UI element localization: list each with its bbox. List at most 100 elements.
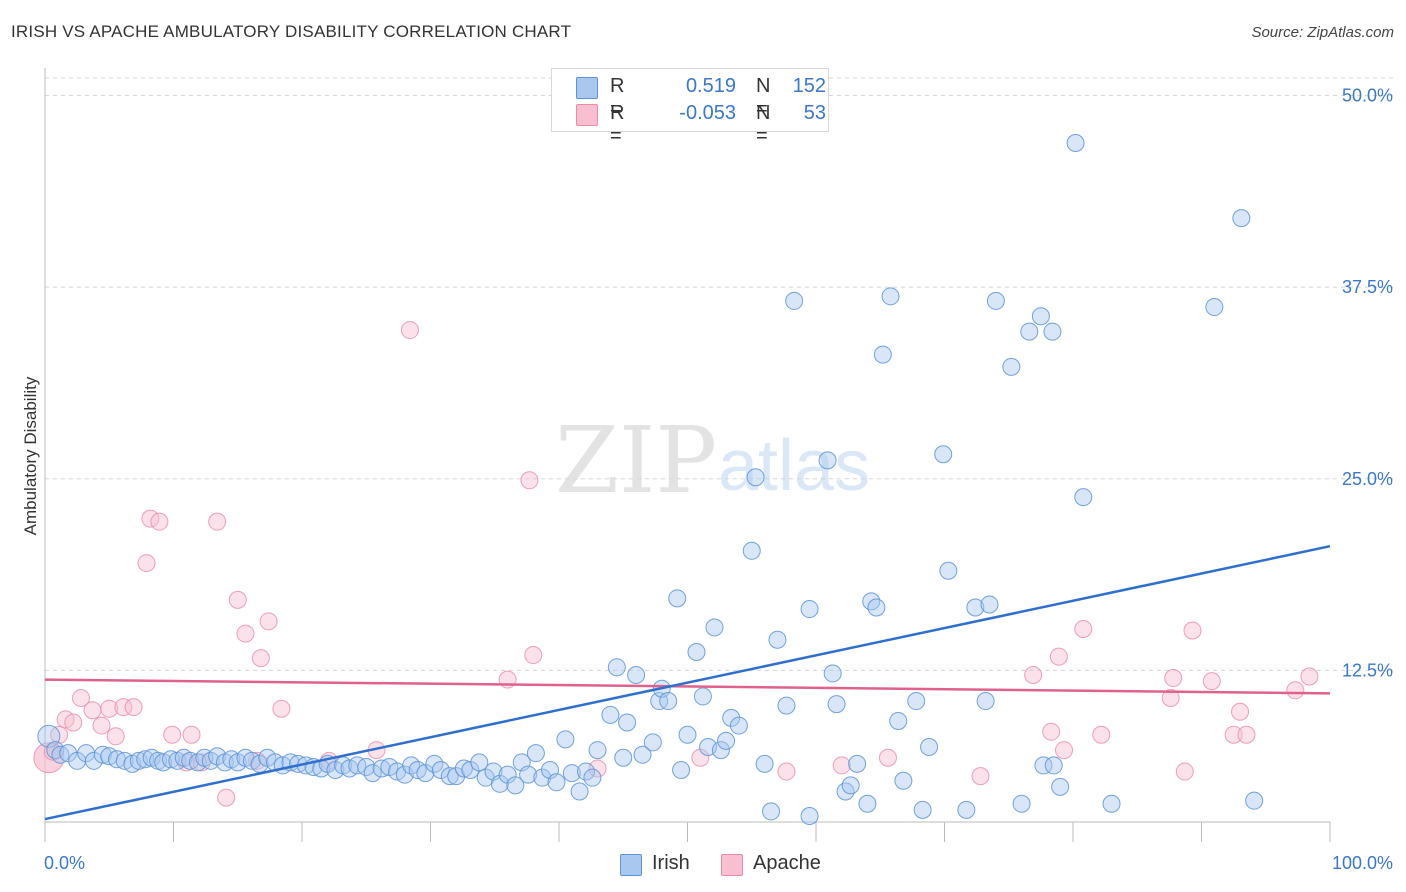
irish-point [431,761,450,780]
irish-point [668,589,687,608]
irish-point [920,738,939,757]
irish-point [461,761,480,780]
irish-point [526,744,545,763]
apache-swatch [576,104,598,126]
irish-point [848,754,867,773]
irish-point [1002,357,1021,376]
irish-point [1245,791,1264,810]
apache-point [1092,725,1111,744]
irish-point [1232,209,1251,228]
apache-point [217,788,236,807]
irish-point [161,750,180,769]
irish-point [607,658,626,677]
y-tick-label: 25.0% [1342,469,1393,489]
irish-point [742,541,761,560]
apache-point [228,590,247,609]
irish-point [976,692,995,711]
irish-point [562,764,581,783]
trend-lines [44,544,1331,821]
irish-point [659,692,678,711]
apache-point [1300,667,1319,686]
irish-point [777,696,796,715]
irish-point [672,761,691,780]
apache-point [92,716,111,735]
apache-point [106,727,125,746]
irish-point [858,794,877,813]
irish-point [729,716,748,735]
irish-swatch [576,77,598,99]
apache-point [163,725,182,744]
irish-point [618,713,637,732]
irish-point [440,767,459,786]
irish-point [1012,794,1031,813]
irish-point [800,600,819,619]
apache-point [251,649,270,668]
apache-legend-label: Apache [753,852,821,874]
x-tick-label: 100.0% [1332,853,1393,873]
irish-point [556,730,575,749]
irish-point [348,756,367,775]
irish-point [823,664,842,683]
irish-point [181,751,200,770]
apache-point [1175,762,1194,781]
apache-point [71,688,90,707]
apache-point [1161,688,1180,707]
apache-point [83,701,102,720]
irish-point [1205,298,1224,317]
apache-point [1042,722,1061,741]
irish-point [867,598,886,617]
irish-point [201,751,220,770]
irish-point [746,468,765,487]
y-tick-label: 12.5% [1342,660,1393,680]
apache-point [33,742,65,774]
y-tick-label: 50.0% [1342,86,1393,106]
irish-point [762,802,781,821]
irish-point [1020,322,1039,341]
x-tick-label: 0.0% [44,853,85,873]
apache-point [100,699,119,718]
irish-point [1031,307,1050,326]
irish-point [711,741,730,760]
irish-point [633,745,652,764]
apache-point [1024,665,1043,684]
irish-point [519,765,538,784]
apache-point [124,698,143,717]
irish-legend-label: Irish [652,852,690,874]
irish-n-value: 152 [792,75,826,97]
irish-point [363,764,382,783]
axes [44,68,1331,842]
irish-point [1074,488,1093,507]
irish-point [1043,322,1062,341]
chart-title: IRISH VS APACHE AMBULATORY DISABILITY CO… [11,22,572,41]
apache-point [1202,672,1221,691]
watermark-zip: ZIP [555,407,717,514]
apache-point [259,612,278,631]
irish-point [785,291,804,310]
apache-point [114,698,133,717]
apache-point [236,624,255,643]
irish-point [470,753,489,772]
irish-point [136,750,155,769]
irish-point [547,773,566,792]
irish-point [986,291,1005,310]
irish-point [188,753,207,772]
irish-legend-swatch [620,854,642,876]
irish-point [1044,756,1063,775]
y-axis-label: Ambulatory Disability [21,376,40,535]
apache-r-value: -0.053 [679,102,736,124]
irish-point [583,768,602,787]
irish-point [687,642,706,661]
apache-point [1237,725,1256,744]
irish-point [768,630,787,649]
irish-series [37,134,1264,826]
irish-point [755,754,774,773]
irish-r-label: R = [610,75,625,120]
irish-point [678,725,697,744]
irish-point [705,618,724,637]
irish-point [957,800,976,819]
irish-point [533,768,552,787]
apache-point [50,725,69,744]
apache-point [524,646,543,665]
y-tick-label: 37.5% [1342,277,1393,297]
apache-point [248,751,267,770]
